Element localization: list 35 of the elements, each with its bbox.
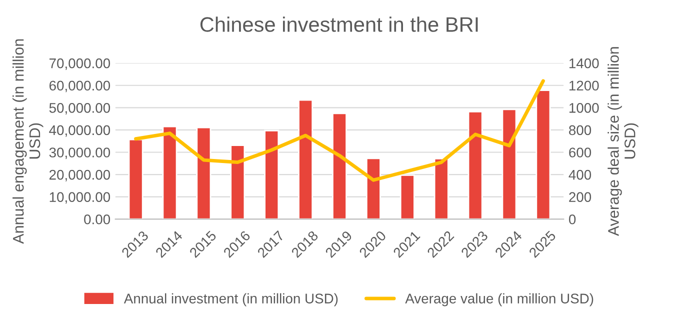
y-tick-label: 20,000.00 xyxy=(49,170,110,182)
y2-tick-label: 200 xyxy=(569,192,592,202)
bar xyxy=(128,138,144,220)
bar xyxy=(162,126,178,220)
legend-label: Annual investment (in million USD) xyxy=(124,293,338,306)
y-tick-label: 60,000.00 xyxy=(49,80,110,92)
y-axis-title: Annual engagement (in million USD) xyxy=(12,39,44,244)
y2-tick-label: 1400 xyxy=(569,58,599,68)
line-series xyxy=(134,79,545,182)
y2-tick-label: 800 xyxy=(569,125,592,136)
y-tick-label: 70,000.00 xyxy=(50,58,110,70)
y2-tick-label: 0 xyxy=(568,214,576,224)
y2-axis-title: Average deal size (in million USD) xyxy=(608,47,638,236)
bar xyxy=(196,126,212,220)
y-tick-label: 10,000.00 xyxy=(50,192,110,204)
bar xyxy=(434,158,449,220)
legend-label: Average value (in million USD) xyxy=(405,293,594,306)
bar xyxy=(400,174,415,220)
y2-tick-label: 400 xyxy=(568,170,592,180)
y-tick-label: 50,000.00 xyxy=(49,102,110,114)
bar xyxy=(264,130,280,220)
y-tick-label: 40,000.00 xyxy=(49,125,110,137)
bar xyxy=(332,112,347,220)
bar xyxy=(536,90,551,220)
y-tick-label: 30,000.00 xyxy=(49,148,110,160)
bar xyxy=(298,99,314,220)
y2-tick-label: 600 xyxy=(569,148,592,158)
bar xyxy=(502,108,517,220)
y2-tick-label: 1200 xyxy=(569,80,599,91)
chart-title: Chinese investment in the BRI xyxy=(200,16,478,32)
bar xyxy=(468,110,483,220)
y2-tick-label: 1000 xyxy=(569,102,599,113)
bar xyxy=(230,144,246,220)
bar xyxy=(366,158,381,220)
y-tick-label: 0.00 xyxy=(84,214,110,224)
